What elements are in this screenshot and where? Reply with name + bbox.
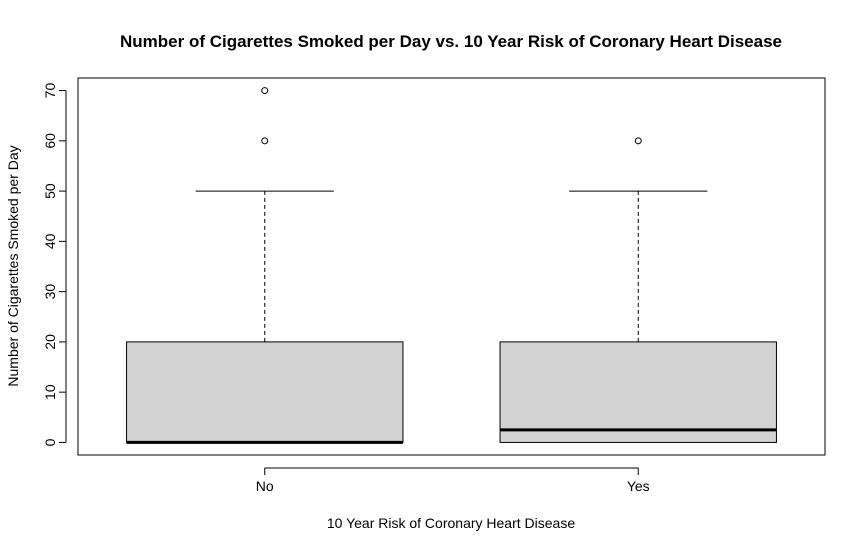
box-yes [499,137,777,443]
x-tick-label: No [256,478,274,494]
plot-frame [77,77,826,456]
y-tick-label: 10 [42,384,58,400]
y-tick-label: 40 [42,233,58,249]
y-tick-label: 70 [42,83,58,99]
y-tick-label: 0 [42,438,58,446]
iqr-box [499,341,777,443]
x-axis-label: 10 Year Risk of Coronary Heart Disease [327,515,575,531]
x-tick-label: Yes [627,478,650,494]
chart-title: Number of Cigarettes Smoked per Day vs. … [120,32,782,51]
outlier-point [261,137,269,145]
iqr-box [126,341,404,443]
plot-area [126,87,777,444]
box-no [126,87,404,444]
y-axis-label: Number of Cigarettes Smoked per Day [5,145,21,386]
y-tick-label: 30 [42,284,58,300]
x-axis: No Yes [256,467,650,494]
y-tick-label: 60 [42,133,58,149]
y-tick-label: 20 [42,334,58,350]
y-tick-label: 50 [42,183,58,199]
outlier-point [634,137,642,145]
y-axis: 0 10 20 30 40 50 60 70 [42,83,67,446]
outlier-point [261,87,269,95]
